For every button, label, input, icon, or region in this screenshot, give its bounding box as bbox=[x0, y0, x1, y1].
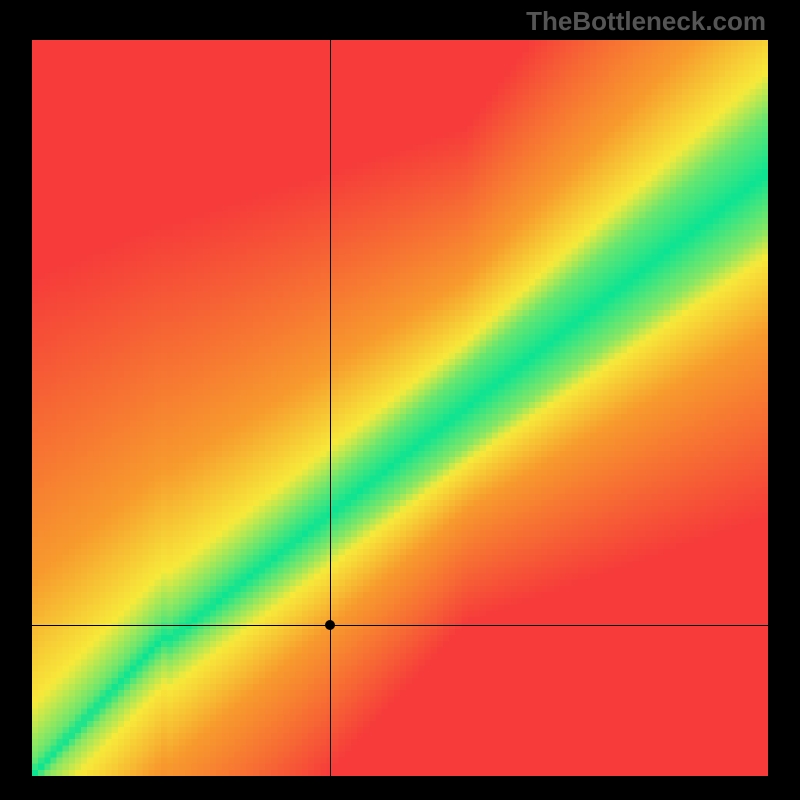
crosshair-vertical bbox=[330, 40, 331, 776]
crosshair-horizontal bbox=[32, 625, 768, 626]
heatmap-canvas bbox=[32, 40, 768, 776]
watermark-text: TheBottleneck.com bbox=[526, 6, 766, 37]
root-container: TheBottleneck.com bbox=[0, 0, 800, 800]
